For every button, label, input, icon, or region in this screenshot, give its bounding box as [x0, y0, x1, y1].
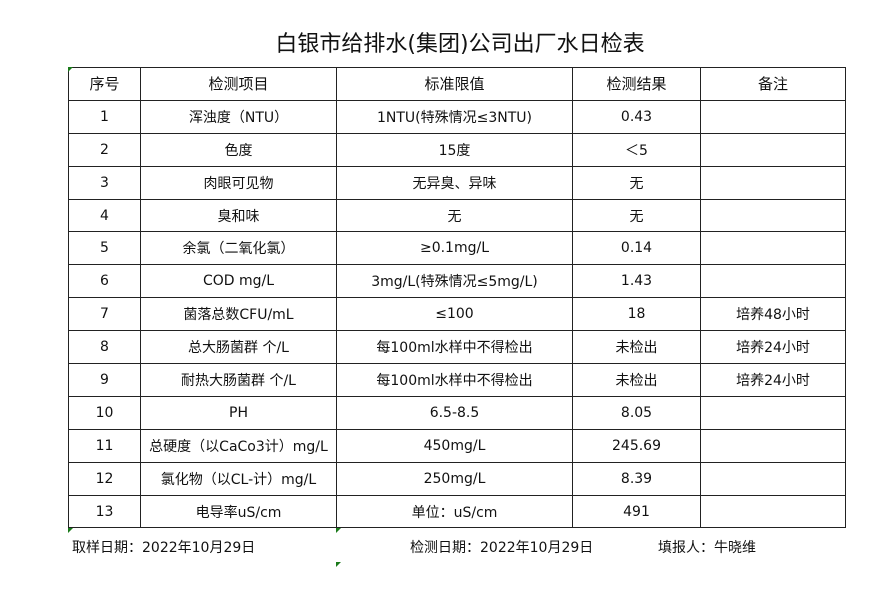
cell: ＜5: [572, 132, 701, 167]
cell: [700, 231, 846, 266]
cell: 250mg/L: [336, 461, 573, 496]
cell: 3: [68, 165, 141, 200]
table-row: 6 COD mg/L 3mg/L(特殊情况≤5mg/L) 1.43: [68, 264, 846, 299]
cell: 培养24小时: [700, 363, 846, 397]
cell: 7: [68, 297, 141, 332]
test-date: 检测日期：2022年10月29日: [410, 540, 594, 556]
cell: 8.39: [572, 461, 701, 496]
cell: 1: [68, 99, 141, 134]
table-row: 1 浑浊度（NTU） 1NTU(特殊情况≤3NTU) 0.43: [68, 99, 846, 134]
cell: 5: [68, 231, 141, 266]
cell: 备注: [700, 67, 846, 101]
cell: 1.43: [572, 264, 701, 299]
cell: 肉眼可见物: [140, 165, 337, 200]
cell: 培养24小时: [700, 330, 846, 365]
sample-date: 取样日期：2022年10月29日: [72, 540, 256, 556]
cell: [700, 428, 846, 463]
table-row: 11 总硬度（以CaCo3计）mg/L 450mg/L 245.69: [68, 428, 846, 463]
inspection-table: 序号 检测项目 标准限值 检测结果 备注 1 浑浊度（NTU） 1NTU(特殊情况≤3NTU)…: [68, 67, 846, 529]
cell: [700, 395, 846, 430]
table-row: 4 臭和味无无: [68, 198, 846, 233]
table-row: 7 菌落总数CFU/mL ≤100 18 培养48小时: [68, 297, 846, 332]
cell: 检测项目: [140, 67, 337, 101]
cell: 8: [68, 330, 141, 365]
cell: 序号: [68, 67, 141, 101]
cell: 450mg/L: [336, 428, 573, 463]
cell-marker: [336, 528, 341, 533]
cell: 3mg/L(特殊情况≤5mg/L): [336, 264, 573, 299]
cell: 每100ml水样中不得检出: [336, 363, 573, 397]
cell: 未检出: [572, 330, 701, 365]
table-row: 13 电导率uS/cm 单位：uS/cm 491: [68, 494, 846, 529]
cell: [700, 99, 846, 134]
cell: [700, 264, 846, 299]
cell: 氯化物（以CL-计）mg/L: [140, 461, 337, 496]
cell: [700, 198, 846, 233]
page-title: 白银市给排水(集团)公司出厂水日检表: [275, 32, 645, 57]
cell: 18: [572, 297, 701, 332]
header-row: 序号 检测项目 标准限值 检测结果 备注: [68, 67, 846, 101]
table-row: 2 色度 15度 ＜5: [68, 132, 846, 167]
cell: 无: [572, 165, 701, 200]
cell: 8.05: [572, 395, 701, 430]
cell: 0.43: [572, 99, 701, 134]
cell: 11: [68, 428, 141, 463]
cell: [700, 132, 846, 167]
cell: 未检出: [572, 363, 701, 397]
cell: 浑浊度（NTU）: [140, 99, 337, 134]
table-row: 12 氯化物（以CL-计）mg/L 250mg/L 8.39: [68, 461, 846, 496]
cell-marker: [68, 67, 73, 72]
cell: 无: [336, 198, 573, 233]
cell: ≤100: [336, 297, 573, 332]
cell: 标准限值: [336, 67, 573, 101]
cell: [700, 494, 846, 529]
table-row: 8 总大肠菌群 个/L 每100ml水样中不得检出 未检出 培养24小时: [68, 330, 846, 365]
cell: 菌落总数CFU/mL: [140, 297, 337, 332]
cell: 1NTU(特殊情况≤3NTU): [336, 99, 573, 134]
cell: 15度: [336, 132, 573, 167]
cell: [700, 461, 846, 496]
cell: 10: [68, 395, 141, 430]
cell: 总大肠菌群 个/L: [140, 330, 337, 365]
cell: 耐热大肠菌群 个/L: [140, 363, 337, 397]
cell: 无异臭、异味: [336, 165, 573, 200]
cell: [700, 165, 846, 200]
cell: 491: [572, 494, 701, 529]
cell: PH: [140, 395, 337, 430]
cell: COD mg/L: [140, 264, 337, 299]
cell: 单位：uS/cm: [336, 494, 573, 529]
table-row: 5 余氯（二氧化氯） ≥0.1mg/L 0.14: [68, 231, 846, 266]
cell: 总硬度（以CaCo3计）mg/L: [140, 428, 337, 463]
cell: 245.69: [572, 428, 701, 463]
cell: 4: [68, 198, 141, 233]
cell-marker: [68, 528, 73, 533]
cell-marker: [336, 562, 341, 567]
cell: 无: [572, 198, 701, 233]
cell: 6: [68, 264, 141, 299]
cell: 每100ml水样中不得检出: [336, 330, 573, 365]
cell: 臭和味: [140, 198, 337, 233]
cell: 检测结果: [572, 67, 701, 101]
cell: 6.5-8.5: [336, 395, 573, 430]
cell: ≥0.1mg/L: [336, 231, 573, 266]
cell: 12: [68, 461, 141, 496]
table-row: 9 耐热大肠菌群 个/L 每100ml水样中不得检出 未检出 培养24小时: [68, 363, 846, 397]
table-row: 3 肉眼可见物 无异臭、异味无: [68, 165, 846, 200]
filler: 填报人：牛晓维: [658, 540, 756, 556]
table-row: 10 PH 6.5-8.5 8.05: [68, 395, 846, 430]
cell: 余氯（二氧化氯）: [140, 231, 337, 266]
cell: 2: [68, 132, 141, 167]
cell: 色度: [140, 132, 337, 167]
cell: 9: [68, 363, 141, 397]
cell: 电导率uS/cm: [140, 494, 337, 529]
cell: 0.14: [572, 231, 701, 266]
cell: 培养48小时: [700, 297, 846, 332]
cell: 13: [68, 494, 141, 529]
